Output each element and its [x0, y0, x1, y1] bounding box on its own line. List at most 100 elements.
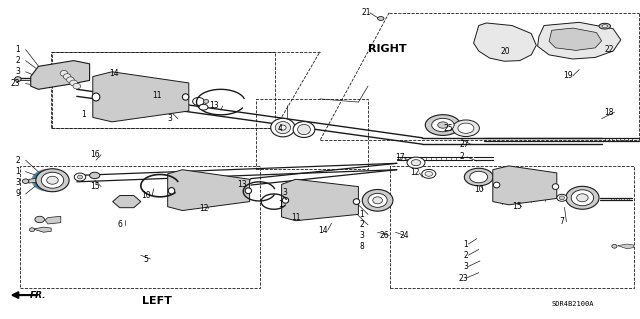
- Ellipse shape: [552, 184, 559, 189]
- Polygon shape: [474, 23, 536, 61]
- Text: SDR4B2100A: SDR4B2100A: [552, 301, 594, 307]
- Text: 20: 20: [500, 47, 511, 56]
- Ellipse shape: [557, 194, 567, 201]
- Text: 11: 11: [152, 91, 161, 100]
- Ellipse shape: [566, 186, 599, 209]
- Ellipse shape: [362, 189, 393, 211]
- Text: LEFT: LEFT: [142, 296, 172, 307]
- Ellipse shape: [378, 17, 384, 20]
- Polygon shape: [33, 227, 51, 232]
- Ellipse shape: [92, 93, 100, 101]
- Text: 18: 18: [605, 108, 614, 117]
- Text: 17: 17: [395, 153, 405, 162]
- Ellipse shape: [298, 124, 310, 135]
- Ellipse shape: [412, 160, 421, 166]
- Ellipse shape: [465, 168, 493, 186]
- Text: 6: 6: [118, 220, 123, 229]
- Ellipse shape: [47, 176, 58, 184]
- Text: 4: 4: [278, 124, 283, 133]
- Ellipse shape: [458, 123, 474, 133]
- Text: 2: 2: [15, 56, 20, 65]
- Polygon shape: [549, 28, 602, 50]
- Text: 21: 21: [362, 8, 371, 17]
- Text: 13: 13: [209, 101, 220, 110]
- Ellipse shape: [425, 171, 433, 176]
- Text: 9: 9: [15, 189, 20, 198]
- Ellipse shape: [493, 182, 500, 188]
- Ellipse shape: [368, 193, 387, 207]
- Text: 2: 2: [15, 156, 20, 165]
- Ellipse shape: [280, 125, 286, 130]
- Polygon shape: [168, 170, 250, 211]
- Bar: [51, 52, 275, 128]
- Ellipse shape: [33, 170, 63, 190]
- Ellipse shape: [67, 77, 74, 83]
- Ellipse shape: [70, 80, 77, 86]
- Ellipse shape: [432, 118, 454, 132]
- Text: 1: 1: [15, 167, 20, 176]
- Text: 23: 23: [10, 79, 20, 88]
- Ellipse shape: [353, 199, 360, 204]
- Ellipse shape: [571, 190, 594, 206]
- Ellipse shape: [35, 171, 61, 190]
- Ellipse shape: [204, 100, 209, 103]
- Polygon shape: [31, 61, 90, 89]
- Ellipse shape: [275, 122, 291, 134]
- Text: 25: 25: [443, 124, 453, 133]
- Text: 1: 1: [278, 200, 283, 209]
- Text: 23: 23: [458, 274, 468, 283]
- Ellipse shape: [168, 188, 175, 194]
- Ellipse shape: [407, 157, 425, 168]
- Ellipse shape: [293, 122, 315, 137]
- Ellipse shape: [602, 25, 608, 28]
- Text: 8: 8: [359, 242, 364, 251]
- Ellipse shape: [74, 173, 86, 181]
- Polygon shape: [493, 166, 557, 205]
- Ellipse shape: [452, 120, 479, 137]
- Polygon shape: [113, 196, 141, 208]
- Text: 1: 1: [81, 110, 86, 119]
- Ellipse shape: [245, 188, 252, 194]
- Text: 16: 16: [90, 150, 100, 159]
- Text: FR.: FR.: [29, 291, 46, 300]
- Polygon shape: [29, 178, 40, 183]
- Text: 2: 2: [460, 152, 465, 161]
- Text: RIGHT: RIGHT: [368, 44, 406, 55]
- Ellipse shape: [559, 196, 564, 200]
- Ellipse shape: [77, 175, 83, 179]
- Text: 3: 3: [167, 114, 172, 123]
- Ellipse shape: [35, 216, 44, 223]
- Text: 19: 19: [563, 71, 573, 80]
- Ellipse shape: [29, 228, 35, 232]
- Polygon shape: [93, 72, 189, 122]
- Ellipse shape: [577, 194, 588, 202]
- Text: 24: 24: [399, 231, 410, 240]
- Text: 10: 10: [141, 191, 151, 200]
- Ellipse shape: [32, 169, 64, 191]
- Bar: [256, 99, 368, 169]
- Ellipse shape: [438, 122, 448, 128]
- Ellipse shape: [470, 171, 488, 183]
- Ellipse shape: [60, 70, 68, 76]
- Ellipse shape: [63, 74, 71, 79]
- Text: 3: 3: [15, 67, 20, 76]
- Text: 27: 27: [459, 140, 469, 149]
- Text: 12: 12: [410, 168, 419, 177]
- Text: 13: 13: [237, 180, 247, 189]
- Text: 1: 1: [463, 240, 468, 249]
- Bar: [20, 166, 260, 288]
- Ellipse shape: [22, 179, 29, 183]
- Ellipse shape: [425, 115, 461, 136]
- Ellipse shape: [612, 244, 617, 248]
- Text: 10: 10: [474, 185, 484, 194]
- Text: 2: 2: [463, 251, 468, 260]
- Text: 3: 3: [15, 178, 20, 187]
- Ellipse shape: [282, 197, 289, 203]
- Polygon shape: [538, 22, 621, 59]
- Ellipse shape: [271, 118, 295, 137]
- Text: 1: 1: [15, 45, 20, 54]
- Polygon shape: [282, 179, 358, 221]
- Text: 1: 1: [359, 210, 364, 219]
- Text: 5: 5: [143, 255, 148, 263]
- Ellipse shape: [199, 104, 208, 110]
